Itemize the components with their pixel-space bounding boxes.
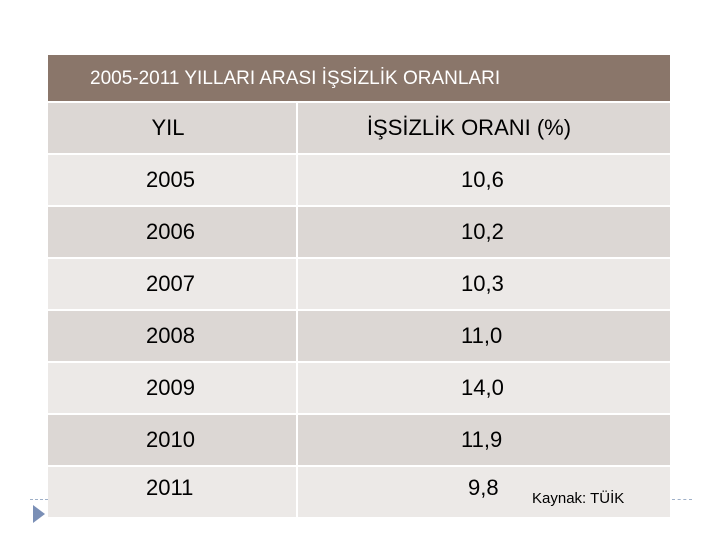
rate-cell: 9,8 xyxy=(468,475,499,500)
rate-cell: 10,2 xyxy=(461,219,504,244)
table-row: 2011 9,8 xyxy=(48,467,670,519)
rate-cell: 11,9 xyxy=(461,427,503,452)
year-cell: 2011 xyxy=(48,467,298,517)
table-row: 2010 11,9 xyxy=(48,415,670,467)
table-row: 2006 10,2 xyxy=(48,207,670,259)
column-header-year: YIL xyxy=(48,103,298,153)
column-header-rate: İŞSİZLİK ORANI (%) xyxy=(366,115,572,140)
year-cell: 2009 xyxy=(48,363,298,413)
table-row: 2007 10,3 xyxy=(48,259,670,311)
triangle-bullet-icon xyxy=(33,505,45,523)
rate-cell: 10,6 xyxy=(461,167,504,192)
year-cell: 2005 xyxy=(48,155,298,205)
source-note: Kaynak: TÜİK xyxy=(532,490,625,507)
year-cell: 2008 xyxy=(48,311,298,361)
rate-cell: 11,0 xyxy=(461,323,503,348)
rate-cell: 14,0 xyxy=(461,375,504,400)
year-cell: 2007 xyxy=(48,259,298,309)
table-row: 2005 10,6 xyxy=(48,155,670,207)
unemployment-table: 2005-2011 YILLARI ARASI İŞSİZLİK ORANLAR… xyxy=(48,55,670,519)
year-cell: 2010 xyxy=(48,415,298,465)
header-row: YIL İŞSİZLİK ORANI (%) xyxy=(48,103,670,155)
table-title: 2005-2011 YILLARI ARASI İŞSİZLİK ORANLAR… xyxy=(48,55,670,103)
table-row: 2009 14,0 xyxy=(48,363,670,415)
table-row: 2008 11,0 xyxy=(48,311,670,363)
slide-divider-right xyxy=(672,499,692,500)
slide-divider-left xyxy=(30,499,48,500)
year-cell: 2006 xyxy=(48,207,298,257)
rate-cell: 10,3 xyxy=(461,271,504,296)
